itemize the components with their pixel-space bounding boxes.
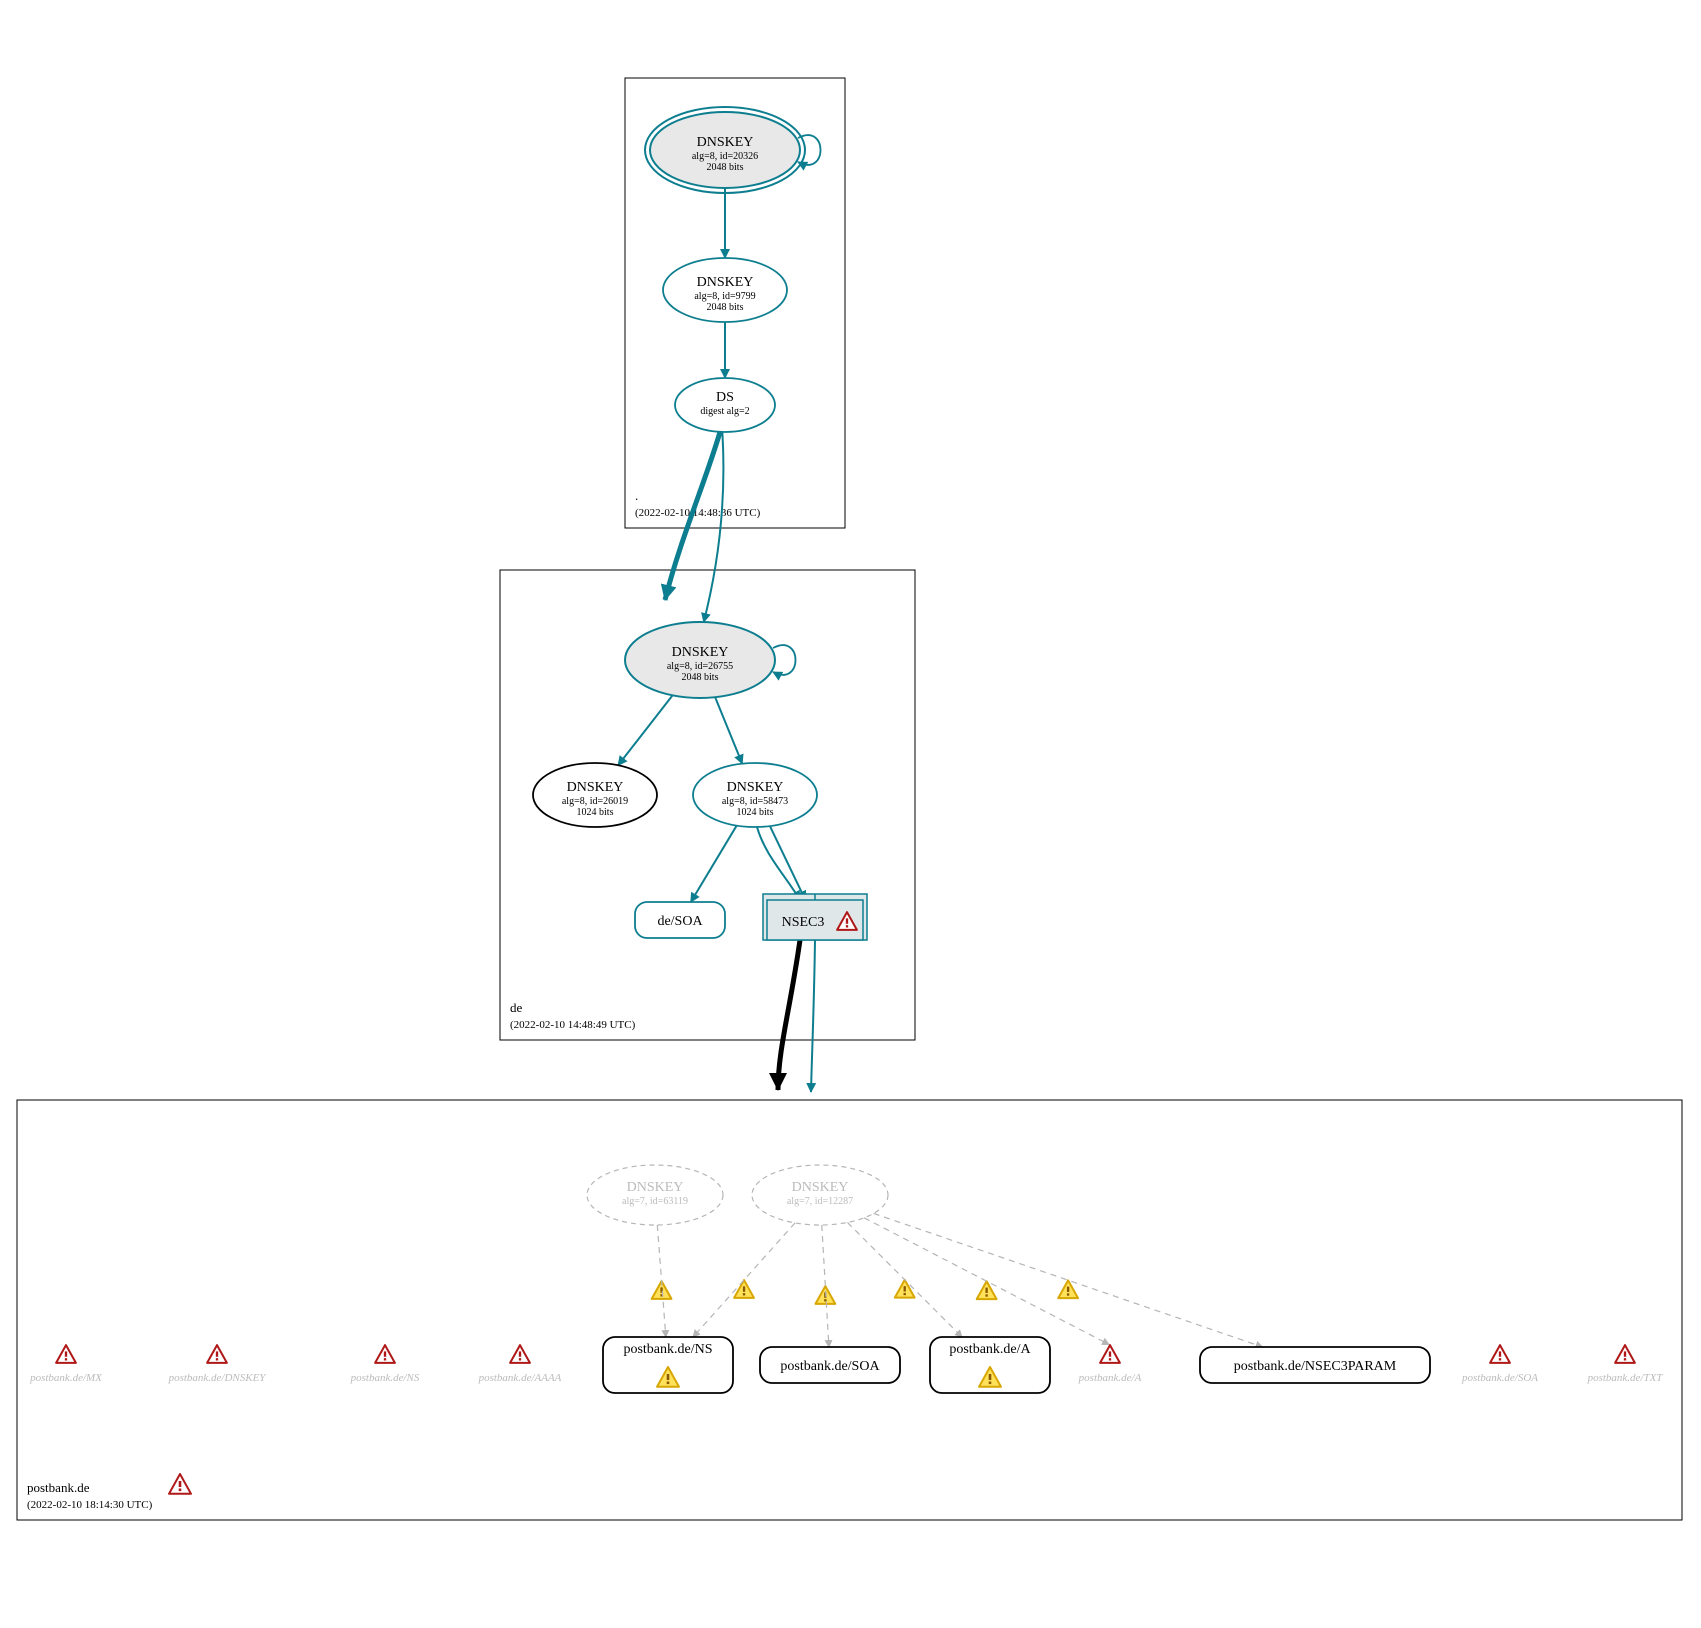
zone-ts-root: (2022-02-10 14:48:36 UTC) <box>635 507 761 519</box>
phantom-label: postbank.de/NS <box>350 1372 420 1384</box>
warn-red-icon <box>1615 1345 1635 1363</box>
warn-yellow-icon <box>734 1280 754 1298</box>
phantom-label: postbank.de/DNSKEY <box>168 1372 268 1384</box>
svg-text:DS: DS <box>716 390 734 405</box>
warn-red-icon <box>1490 1345 1510 1363</box>
svg-text:DNSKEY: DNSKEY <box>672 645 729 660</box>
svg-text:DNSKEY: DNSKEY <box>792 1180 849 1195</box>
edge <box>657 1225 666 1337</box>
svg-text:NSEC3: NSEC3 <box>782 915 825 930</box>
svg-text:digest alg=2: digest alg=2 <box>700 406 749 417</box>
edge <box>847 1222 962 1337</box>
warn-red-icon <box>169 1474 191 1494</box>
node-root_ds: DSdigest alg=2 <box>675 378 775 432</box>
phantom-label: postbank.de/A <box>1078 1372 1142 1384</box>
node-root_zsk: DNSKEYalg=8, id=97992048 bits <box>663 258 787 322</box>
svg-text:alg=8, id=20326: alg=8, id=20326 <box>692 151 758 162</box>
zone-ts-de: (2022-02-10 14:48:49 UTC) <box>510 1019 636 1031</box>
zone-label-root: . <box>635 488 638 503</box>
svg-text:alg=8, id=26755: alg=8, id=26755 <box>667 661 733 672</box>
svg-text:postbank.de/NSEC3PARAM: postbank.de/NSEC3PARAM <box>1234 1359 1397 1374</box>
zone-box-postbank <box>17 1100 1682 1520</box>
edge <box>691 826 737 902</box>
phantom-label: postbank.de/AAAA <box>478 1372 562 1384</box>
svg-text:1024 bits: 1024 bits <box>577 807 614 818</box>
phantom-label: postbank.de/MX <box>29 1372 103 1384</box>
node-root_ksk: DNSKEYalg=8, id=203262048 bits <box>645 107 821 193</box>
svg-text:de/SOA: de/SOA <box>657 914 703 929</box>
svg-text:alg=7, id=63119: alg=7, id=63119 <box>622 1196 688 1207</box>
svg-text:alg=8, id=9799: alg=8, id=9799 <box>694 291 755 302</box>
svg-text:2048 bits: 2048 bits <box>682 672 719 683</box>
warn-red-icon <box>1100 1345 1120 1363</box>
node-pb_soa2: postbank.de/SOA <box>760 1347 900 1383</box>
svg-text:alg=7, id=12287: alg=7, id=12287 <box>787 1196 853 1207</box>
edge <box>618 695 672 765</box>
edge <box>757 827 800 900</box>
svg-text:DNSKEY: DNSKEY <box>627 1180 684 1195</box>
svg-text:DNSKEY: DNSKEY <box>727 780 784 795</box>
node-de_zsk2: DNSKEYalg=8, id=584731024 bits <box>693 763 817 827</box>
warn-yellow-icon <box>895 1280 915 1298</box>
phantom-label: postbank.de/SOA <box>1461 1372 1538 1384</box>
zone-ts-postbank: (2022-02-10 18:14:30 UTC) <box>27 1499 153 1511</box>
node-pb_key1: DNSKEYalg=7, id=63119 <box>587 1165 723 1225</box>
svg-text:alg=8, id=26019: alg=8, id=26019 <box>562 796 628 807</box>
node-de_nsec3: NSEC3 <box>763 894 867 940</box>
svg-text:2048 bits: 2048 bits <box>707 302 744 313</box>
edge <box>811 940 815 1092</box>
node-de_ksk: DNSKEYalg=8, id=267552048 bits <box>625 622 796 698</box>
warn-red-icon <box>375 1345 395 1363</box>
warn-red-icon <box>510 1345 530 1363</box>
warn-red-icon <box>56 1345 76 1363</box>
svg-text:postbank.de/SOA: postbank.de/SOA <box>780 1359 880 1374</box>
edge <box>778 940 800 1090</box>
svg-text:DNSKEY: DNSKEY <box>697 275 754 290</box>
warn-red-icon <box>207 1345 227 1363</box>
node-pb_key2: DNSKEYalg=7, id=12287 <box>752 1165 888 1225</box>
svg-text:DNSKEY: DNSKEY <box>567 780 624 795</box>
zone-label-de: de <box>510 1000 523 1015</box>
warn-yellow-icon <box>977 1281 997 1299</box>
edge <box>715 697 742 763</box>
node-de_soa: de/SOA <box>635 902 725 938</box>
svg-text:postbank.de/NS: postbank.de/NS <box>623 1342 712 1357</box>
zone-label-postbank: postbank.de <box>27 1480 90 1495</box>
svg-text:2048 bits: 2048 bits <box>707 162 744 173</box>
svg-text:1024 bits: 1024 bits <box>737 807 774 818</box>
svg-text:postbank.de/A: postbank.de/A <box>949 1342 1031 1357</box>
phantom-label: postbank.de/TXT <box>1587 1372 1664 1384</box>
svg-text:alg=8, id=58473: alg=8, id=58473 <box>722 796 788 807</box>
node-pb_param: postbank.de/NSEC3PARAM <box>1200 1347 1430 1383</box>
node-de_zsk1: DNSKEYalg=8, id=260191024 bits <box>533 763 657 827</box>
svg-text:DNSKEY: DNSKEY <box>697 135 754 150</box>
edge <box>704 432 724 622</box>
dnssec-graph: . (2022-02-10 14:48:36 UTC) de (2022-02-10 … <box>0 0 1701 1628</box>
